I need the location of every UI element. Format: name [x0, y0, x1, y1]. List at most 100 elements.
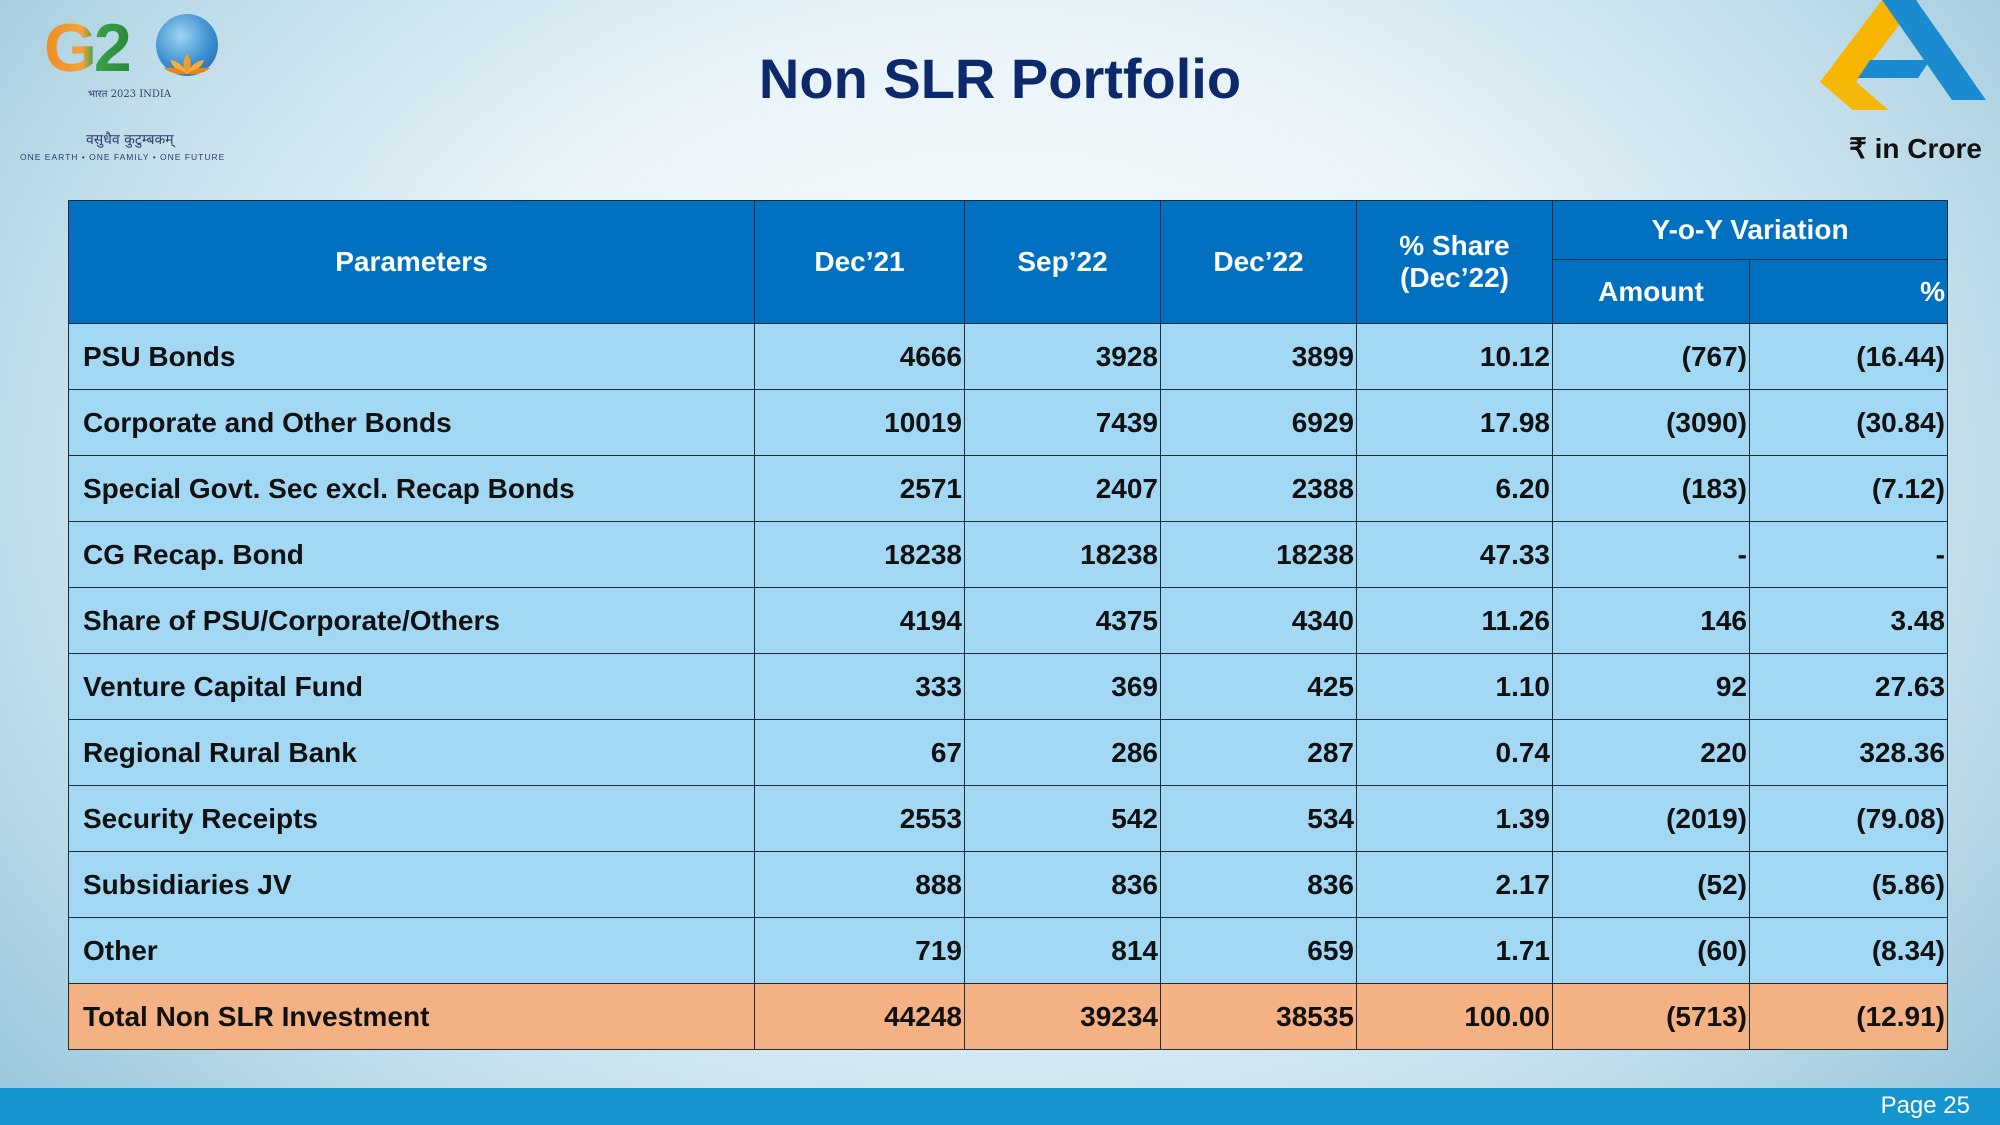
- cell-amount: 92: [1552, 653, 1750, 720]
- cell-dec22: 3899: [1160, 323, 1357, 390]
- cell-sep22: 39234: [964, 983, 1161, 1050]
- cell-amount: (767): [1552, 323, 1750, 390]
- cell-pct: (5.86): [1749, 851, 1948, 918]
- header-sep22: Sep’22: [964, 200, 1161, 324]
- g20-hindi-text: वसुधैव कुटुम्बकम्: [86, 132, 174, 148]
- cell-pct: (8.34): [1749, 917, 1948, 984]
- cell-share: 11.26: [1356, 587, 1553, 654]
- cell-dec21: 10019: [754, 389, 965, 456]
- cell-dec21: 4194: [754, 587, 965, 654]
- g20-tagline: ONE EARTH • ONE FAMILY • ONE FUTURE: [20, 152, 226, 162]
- cell-param: Total Non SLR Investment: [68, 983, 755, 1050]
- cell-amount: (5713): [1552, 983, 1750, 1050]
- cell-dec22: 6929: [1160, 389, 1357, 456]
- cell-sep22: 4375: [964, 587, 1161, 654]
- cell-dec22: 38535: [1160, 983, 1357, 1050]
- table-row: Other 719 814 659 1.71 (60) (8.34): [68, 917, 1948, 984]
- header-parameters: Parameters: [68, 200, 755, 324]
- cell-param: Subsidiaries JV: [68, 851, 755, 918]
- cell-pct: -: [1749, 521, 1948, 588]
- cell-dec22: 2388: [1160, 455, 1357, 522]
- cell-sep22: 542: [964, 785, 1161, 852]
- cell-pct: 3.48: [1749, 587, 1948, 654]
- lotus-icon: [164, 54, 210, 75]
- cell-dec22: 4340: [1160, 587, 1357, 654]
- cell-sep22: 2407: [964, 455, 1161, 522]
- cell-dec21: 18238: [754, 521, 965, 588]
- cell-param: Security Receipts: [68, 785, 755, 852]
- cell-param: Regional Rural Bank: [68, 719, 755, 786]
- cell-share: 0.74: [1356, 719, 1553, 786]
- cell-share: 6.20: [1356, 455, 1553, 522]
- cell-param: CG Recap. Bond: [68, 521, 755, 588]
- cell-dec21: 44248: [754, 983, 965, 1050]
- cell-amount: (3090): [1552, 389, 1750, 456]
- table-row: Regional Rural Bank 67 286 287 0.74 220 …: [68, 719, 1948, 786]
- cell-share: 2.17: [1356, 851, 1553, 918]
- cell-amount: 220: [1552, 719, 1750, 786]
- cell-param: Venture Capital Fund: [68, 653, 755, 720]
- cell-sep22: 286: [964, 719, 1161, 786]
- cell-share: 17.98: [1356, 389, 1553, 456]
- header-yoy-variation: Y-o-Y Variation: [1552, 200, 1948, 260]
- cell-amount: -: [1552, 521, 1750, 588]
- cell-dec22: 534: [1160, 785, 1357, 852]
- cell-dec21: 2571: [754, 455, 965, 522]
- cell-param: Other: [68, 917, 755, 984]
- cell-pct: 328.36: [1749, 719, 1948, 786]
- cell-dec22: 659: [1160, 917, 1357, 984]
- cell-dec21: 888: [754, 851, 965, 918]
- unit-note: ₹ in Crore: [1849, 133, 1982, 164]
- table-row: Venture Capital Fund 333 369 425 1.10 92…: [68, 653, 1948, 720]
- cell-dec21: 2553: [754, 785, 965, 852]
- header-share-line2: (Dec’22): [1400, 262, 1509, 293]
- cell-sep22: 836: [964, 851, 1161, 918]
- cell-pct: 27.63: [1749, 653, 1948, 720]
- header-dec22: Dec’22: [1160, 200, 1357, 324]
- header-share-line1: % Share: [1399, 230, 1510, 261]
- cell-pct: (16.44): [1749, 323, 1948, 390]
- cell-pct: (7.12): [1749, 455, 1948, 522]
- table-row: PSU Bonds 4666 3928 3899 10.12 (767) (16…: [68, 323, 1948, 390]
- cell-pct: (79.08): [1749, 785, 1948, 852]
- cell-dec22: 425: [1160, 653, 1357, 720]
- cell-dec21: 333: [754, 653, 965, 720]
- cell-amount: (2019): [1552, 785, 1750, 852]
- table-row: Security Receipts 2553 542 534 1.39 (201…: [68, 785, 1948, 852]
- page-number: Page 25: [1880, 1092, 1970, 1119]
- header-dec21: Dec’21: [754, 200, 965, 324]
- header-share: % Share (Dec’22): [1356, 200, 1553, 324]
- cell-param: Special Govt. Sec excl. Recap Bonds: [68, 455, 755, 522]
- cell-param: PSU Bonds: [68, 323, 755, 390]
- footer-bar: Page 25: [0, 1088, 2000, 1125]
- cell-param: Share of PSU/Corporate/Others: [68, 587, 755, 654]
- cell-pct: (30.84): [1749, 389, 1948, 456]
- header-pct: %: [1749, 259, 1948, 324]
- cell-sep22: 369: [964, 653, 1161, 720]
- non-slr-portfolio-table: Parameters Dec’21 Sep’22 Dec’22 % Share …: [68, 200, 1948, 1050]
- cell-amount: (60): [1552, 917, 1750, 984]
- table-row: CG Recap. Bond 18238 18238 18238 47.33 -…: [68, 521, 1948, 588]
- header-amount: Amount: [1552, 259, 1750, 324]
- cell-dec22: 287: [1160, 719, 1357, 786]
- cell-param: Corporate and Other Bonds: [68, 389, 755, 456]
- cell-sep22: 7439: [964, 389, 1161, 456]
- g20-year-text: भारत 2023 INDIA: [88, 89, 172, 100]
- cell-amount: 146: [1552, 587, 1750, 654]
- cell-sep22: 3928: [964, 323, 1161, 390]
- cell-share: 47.33: [1356, 521, 1553, 588]
- table-row: Special Govt. Sec excl. Recap Bonds 2571…: [68, 455, 1948, 522]
- cell-dec22: 18238: [1160, 521, 1357, 588]
- cell-pct: (12.91): [1749, 983, 1948, 1050]
- table-row: Share of PSU/Corporate/Others 4194 4375 …: [68, 587, 1948, 654]
- g20-logo: G2 भारत 2023 INDIA वसुधैव कुटुम्बकम् ONE…: [18, 12, 268, 162]
- cell-dec21: 4666: [754, 323, 965, 390]
- table-row: Corporate and Other Bonds 10019 7439 692…: [68, 389, 1948, 456]
- cell-sep22: 18238: [964, 521, 1161, 588]
- cell-share: 1.39: [1356, 785, 1553, 852]
- cell-share: 1.10: [1356, 653, 1553, 720]
- page-title: Non SLR Portfolio: [758, 47, 1242, 110]
- bank-logo-icon: [1820, 0, 1986, 110]
- cell-share: 100.00: [1356, 983, 1553, 1050]
- cell-sep22: 814: [964, 917, 1161, 984]
